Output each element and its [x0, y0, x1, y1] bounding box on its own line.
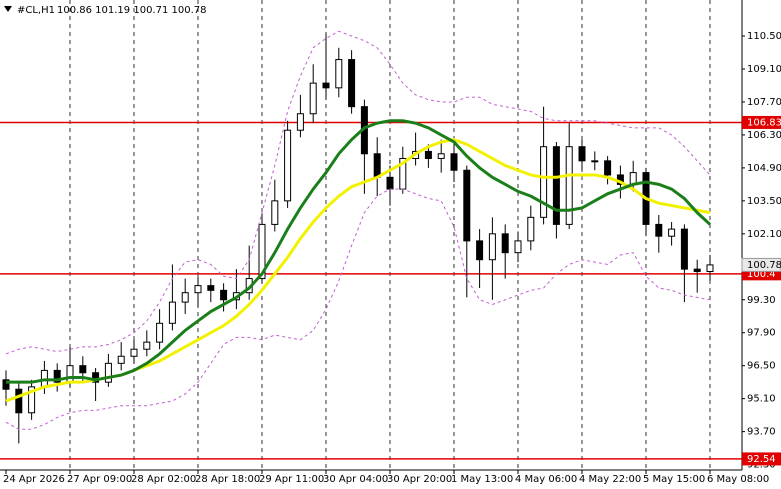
- candle-body: [28, 386, 36, 414]
- candle-body: [565, 146, 573, 225]
- candle-body: [386, 176, 394, 190]
- x-tick-label: 30 Apr 04:00: [323, 474, 388, 485]
- candle-body: [668, 228, 676, 237]
- candle-body: [104, 362, 112, 383]
- candle-body: [476, 240, 484, 261]
- candle-body: [552, 146, 560, 225]
- candle-body: [92, 372, 100, 383]
- x-tick-label: 4 May 22:00: [579, 474, 641, 485]
- y-tick-label: 97.90: [747, 328, 776, 339]
- candle-body: [309, 82, 317, 115]
- symbol-arrow: [4, 6, 12, 12]
- overlay-line: [6, 119, 712, 384]
- candle-body: [488, 233, 496, 261]
- y-tick-label: 106.30: [747, 130, 781, 141]
- candle-body: [348, 59, 356, 108]
- candle-body: [373, 153, 381, 178]
- candle-body: [143, 341, 151, 350]
- candle-body: [2, 379, 10, 390]
- level-label: 92.54: [747, 454, 776, 465]
- chart-subtitle: 100.86 101.19 100.71 100.78: [57, 5, 207, 16]
- candle-body: [156, 322, 164, 343]
- candle-body: [296, 113, 304, 131]
- candle-body: [220, 289, 228, 301]
- y-tick-label: 102.10: [747, 229, 781, 240]
- candle-body: [578, 146, 586, 162]
- candle-body: [527, 216, 535, 242]
- candle-body: [284, 129, 292, 202]
- candle-body: [15, 388, 23, 414]
- x-tick-label: 4 May 06:00: [515, 474, 577, 485]
- overlay-line: [5, 188, 711, 430]
- level-label-box: [742, 452, 781, 466]
- x-tick-label: 1 May 13:00: [451, 474, 513, 485]
- candle-body: [604, 160, 612, 176]
- candle-body: [655, 223, 663, 237]
- x-tick-label: 24 Apr 2026: [3, 474, 65, 485]
- candle-body: [66, 365, 74, 383]
- candle-body: [130, 348, 138, 357]
- x-tick-label: 27 Apr 09:00: [67, 474, 132, 485]
- candle-body: [79, 365, 87, 374]
- candle-body: [540, 146, 548, 218]
- y-tick-label: 107.70: [747, 97, 781, 108]
- y-tick-label: 103.50: [747, 196, 781, 207]
- candle-body: [194, 285, 202, 294]
- candle-body: [680, 228, 688, 270]
- current-price-box: [741, 257, 781, 272]
- x-tick-label: 28 Apr 02:00: [131, 474, 196, 485]
- candle-body: [53, 369, 61, 383]
- chart-title: #CL,H1: [17, 5, 55, 16]
- x-tick-label: 5 May 15:00: [643, 474, 705, 485]
- level-label: 100.4: [747, 269, 776, 280]
- candle-body: [463, 169, 471, 242]
- x-tick-label: 29 Apr 11:00: [259, 474, 324, 485]
- candle-body: [591, 160, 599, 163]
- candle-body: [501, 233, 509, 254]
- level-label: 106.83: [747, 117, 781, 128]
- candle-body: [706, 264, 714, 272]
- y-tick-label: 104.90: [747, 163, 781, 174]
- candle-body: [437, 153, 445, 159]
- y-tick-label: 99.30: [747, 295, 776, 306]
- current-price-label: 100.78: [747, 260, 781, 271]
- candle-body: [117, 355, 125, 364]
- candle-body: [181, 292, 189, 303]
- overlay-line: [5, 30, 711, 355]
- y-tick-label: 110.50: [747, 31, 781, 42]
- x-tick-label: 30 Apr 20:00: [387, 474, 452, 485]
- y-tick-label: 93.70: [747, 427, 776, 438]
- level-label-box: [742, 115, 781, 129]
- y-tick-label: 109.10: [747, 64, 781, 75]
- y-tick-label: 95.10: [747, 394, 776, 405]
- candle-body: [322, 82, 330, 89]
- candle-body: [450, 153, 458, 171]
- candle-body: [335, 59, 343, 89]
- candle-body: [258, 223, 266, 280]
- candle-body: [168, 301, 176, 324]
- x-tick-label: 6 May 08:00: [707, 474, 769, 485]
- candle-body: [207, 285, 215, 291]
- candle-body: [424, 150, 432, 159]
- y-tick-label: 96.50: [747, 361, 776, 372]
- candle-body: [514, 240, 522, 254]
- x-tick-label: 28 Apr 18:00: [195, 474, 260, 485]
- candle-body: [271, 200, 279, 225]
- candle-body: [693, 268, 701, 272]
